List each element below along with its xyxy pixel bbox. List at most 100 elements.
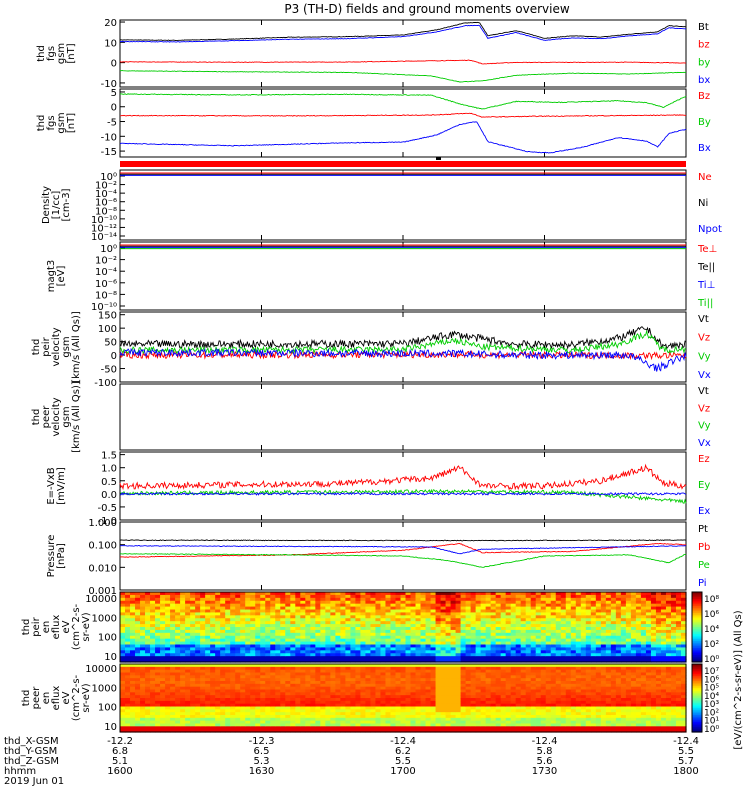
spectro-cell (415, 672, 422, 676)
spectro-cell (350, 698, 357, 702)
spectro-cell (180, 726, 186, 730)
spectro-cell (330, 695, 336, 699)
spectro-cell (315, 723, 321, 727)
spectro-cell (160, 597, 166, 602)
spectro-cell (480, 709, 487, 713)
spectro-cell (625, 659, 632, 663)
spectro-cell (470, 706, 477, 710)
spectro-cell (225, 641, 231, 646)
spectro-cell (460, 600, 467, 605)
spectro-cell (525, 621, 532, 625)
spectro-cell (385, 632, 392, 637)
spectro-cell (250, 672, 256, 676)
spectro-cell (465, 653, 472, 657)
spectro-cell (400, 686, 407, 691)
spectro-cell (325, 726, 331, 730)
spectro-cell (535, 656, 542, 660)
spectro-cell (185, 703, 191, 708)
spectro-cell (665, 600, 672, 605)
spectro-cell (390, 723, 397, 727)
spectro-cell (670, 632, 677, 637)
spectro-cell (360, 621, 367, 625)
spectro-cell (295, 615, 301, 619)
spectro-cell (250, 609, 256, 614)
spectro-cell (260, 717, 266, 722)
spectro-cell (435, 592, 442, 596)
spectro-cell (210, 615, 216, 619)
spectro-cell (570, 644, 577, 649)
spectro-cell (390, 632, 397, 637)
spectro-cell (130, 638, 136, 643)
spectro-cell (120, 594, 126, 599)
spectro-cell (675, 621, 682, 625)
spectro-cell (515, 715, 522, 719)
spectro-cell (535, 647, 542, 651)
spectro-cell (175, 703, 181, 708)
spectro-cell (120, 700, 126, 705)
spectro-cell (460, 669, 467, 674)
spectro-cell (195, 703, 201, 708)
spectro-cell (170, 659, 176, 663)
spectro-cell (295, 629, 301, 634)
spectro-cell (335, 706, 341, 710)
spectro-cell (400, 656, 407, 660)
spectro-cell (220, 618, 226, 622)
spectro-cell (415, 695, 422, 699)
spectro-cell (400, 706, 407, 710)
spectro-cell (515, 612, 522, 616)
spectro-cell (580, 603, 587, 608)
spectro-cell (450, 612, 457, 616)
spectro-cell (330, 720, 336, 725)
spectro-cell (380, 638, 387, 643)
spectro-cell (415, 603, 422, 608)
spectro-cell (295, 720, 301, 725)
spectro-cell (590, 644, 597, 649)
spectro-cell (525, 692, 532, 696)
spectro-cell (375, 627, 382, 631)
spectro-cell (605, 600, 612, 605)
spectro-cell (670, 600, 677, 605)
spectro-cell (630, 615, 637, 619)
spectro-cell (570, 656, 577, 660)
spectro-cell (280, 627, 286, 631)
spectro-cell (440, 672, 447, 676)
spectro-cell (285, 659, 291, 663)
spectro-cell (215, 644, 221, 649)
spectro-cell (240, 638, 246, 643)
spectro-cell (430, 606, 437, 611)
spectro-cell (445, 600, 452, 605)
spectro-cell (150, 700, 156, 705)
spectro-cell (185, 700, 191, 705)
spectro-cell (120, 641, 126, 646)
spectro-cell (430, 672, 437, 676)
spectro-cell (465, 603, 472, 608)
spectro-cell (135, 723, 141, 727)
spectro-cell (495, 712, 502, 716)
spectro-cell (235, 717, 241, 722)
spectro-cell (665, 653, 672, 657)
spectro-cell (270, 692, 276, 696)
spectro-cell (570, 629, 577, 634)
spectro-cell (435, 635, 442, 640)
spectro-cell (405, 659, 412, 663)
spectro-cell (140, 698, 146, 702)
spectro-cell (390, 720, 397, 725)
spectro-cell (450, 597, 457, 602)
spectro-cell (470, 629, 477, 634)
spectro-cell (145, 706, 151, 710)
spectro-cell (310, 675, 316, 679)
spectro-cell (575, 597, 582, 602)
spectro-cell (160, 712, 166, 716)
spectro-cell (145, 666, 151, 671)
spectro-cell (295, 638, 301, 643)
spectro-cell (435, 659, 442, 663)
spectro-cell (210, 666, 216, 671)
spectro-cell (490, 612, 497, 616)
spectro-cell (350, 594, 357, 599)
spectro-cell (385, 664, 392, 668)
spectro-cell (640, 644, 647, 649)
spectro-cell (165, 709, 171, 713)
spectro-cell (590, 618, 597, 622)
spectro-cell (465, 689, 472, 693)
spectro-cell (405, 627, 412, 631)
